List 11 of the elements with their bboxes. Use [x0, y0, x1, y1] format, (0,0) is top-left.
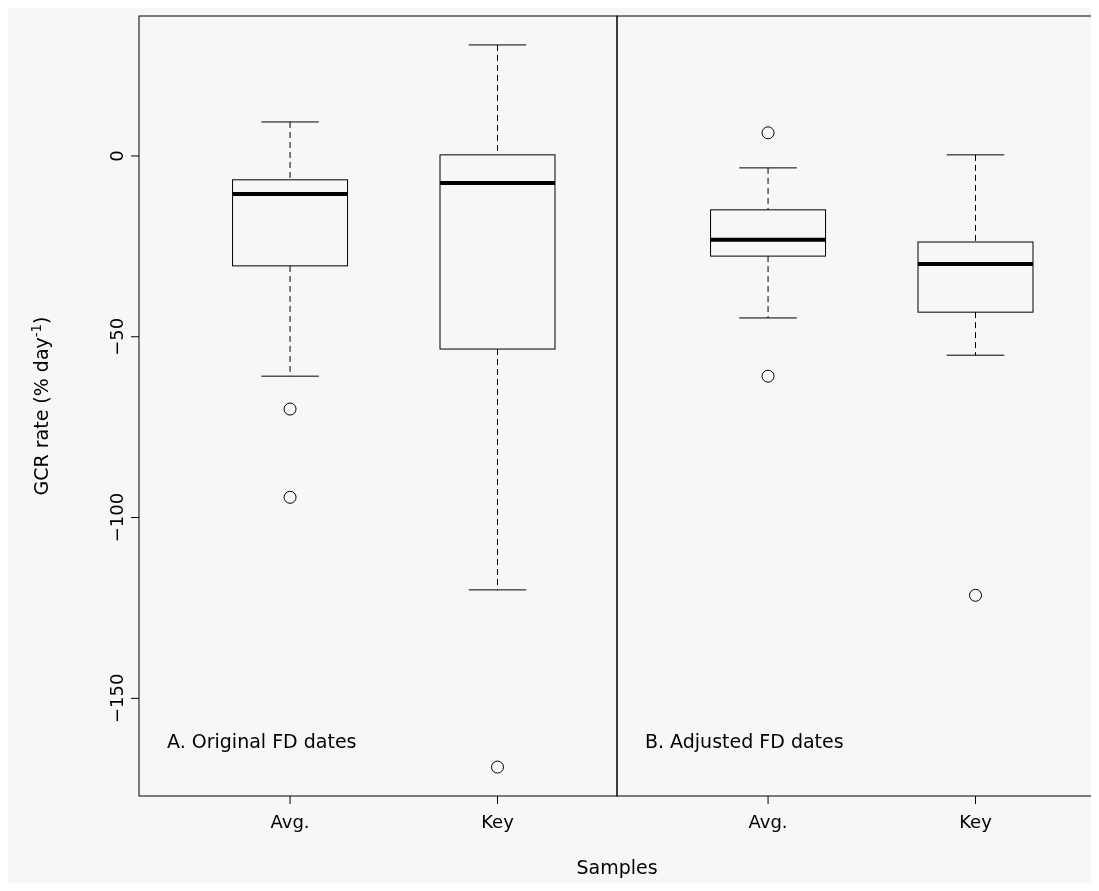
annotation: A. Original FD dates	[167, 730, 357, 752]
y-tick-label: −150	[106, 673, 127, 724]
y-tick-label: 0	[106, 150, 127, 162]
x-tick-label: Key	[481, 811, 515, 832]
y-tick-label: −100	[106, 492, 127, 543]
y-tick-label: −50	[106, 317, 127, 356]
annotation: B. Adjusted FD dates	[645, 730, 844, 752]
x-axis-title: Samples	[576, 856, 658, 878]
x-tick-label: Avg.	[748, 811, 788, 832]
x-tick-label: Avg.	[270, 811, 310, 832]
x-tick-label: Key	[959, 811, 993, 832]
